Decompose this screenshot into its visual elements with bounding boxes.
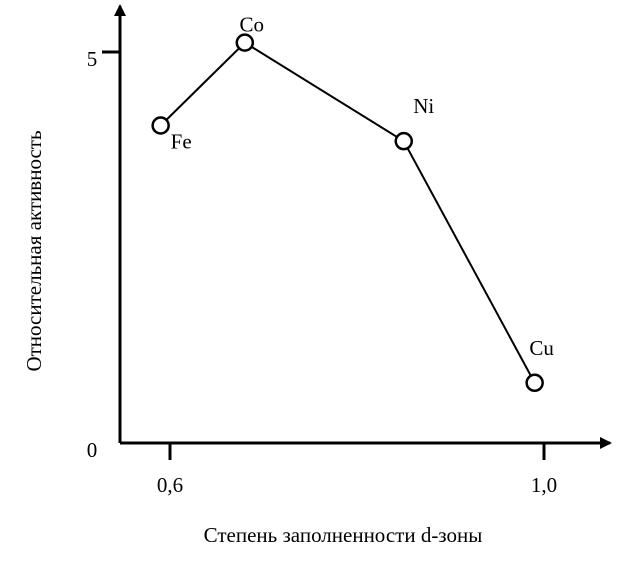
x-tick-label-0-6: 0,6 xyxy=(157,473,183,497)
point-label-cu: Cu xyxy=(529,336,554,360)
data-point-fe xyxy=(151,116,170,135)
point-label-ni: Ni xyxy=(413,94,434,118)
data-point-co xyxy=(235,33,255,52)
x-axis-title: Степень заполненности d-зоны xyxy=(204,523,483,547)
y-tick-label-5: 5 xyxy=(87,47,98,71)
y-axis-title: Относительная активность xyxy=(22,130,46,371)
x-tick-label-1-0: 1,0 xyxy=(531,473,557,497)
data-point-ni xyxy=(394,131,413,151)
y-tick-label-0: 0 xyxy=(87,438,98,462)
series-markers xyxy=(151,33,544,393)
data-point-cu xyxy=(525,373,544,393)
series-line xyxy=(159,41,536,384)
point-label-fe: Fe xyxy=(171,130,192,154)
point-labels: Fe Co Ni Cu xyxy=(171,13,555,360)
point-label-co: Co xyxy=(240,13,265,37)
